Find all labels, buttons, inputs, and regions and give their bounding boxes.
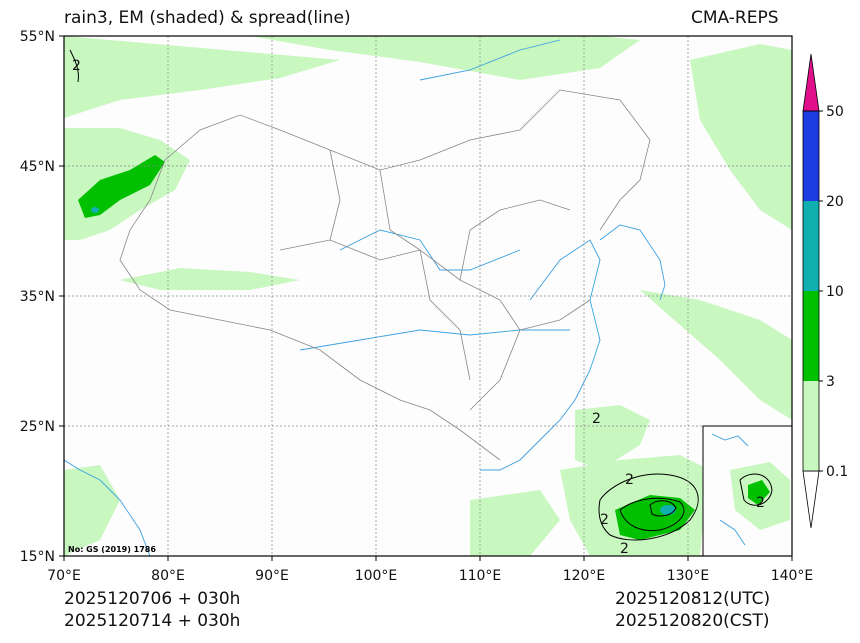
spread-contour <box>598 473 699 541</box>
valid-time-block: 2025120812(UTC) 2025120820(CST) <box>615 588 770 632</box>
contour-label: 2 <box>72 58 81 74</box>
contour-label: 2 <box>600 512 609 528</box>
lon-label: 70°E <box>47 568 81 584</box>
gridlines <box>64 36 792 556</box>
inset-moderate <box>748 480 770 505</box>
lat-label: 25°N <box>20 419 55 435</box>
model-name: CMA-REPS <box>691 8 779 28</box>
lon-label: 130°E <box>667 568 710 584</box>
lat-label: 55°N <box>20 29 55 45</box>
colorbar-label: 0.1 <box>826 464 848 480</box>
contour-label: 2 <box>756 495 765 511</box>
lon-label: 120°E <box>563 568 606 584</box>
precip-area-central-band <box>120 268 300 290</box>
coastline-east-china <box>480 239 601 471</box>
province-border <box>329 149 471 381</box>
spread-contour <box>649 500 677 517</box>
colorbar-label: 50 <box>826 104 844 120</box>
lat-label: 15°N <box>20 549 55 565</box>
colorbar-segment <box>803 381 819 471</box>
contour-labels: 2 2 2 2 2 2 <box>72 58 765 557</box>
admin-borders <box>119 89 651 461</box>
lon-label: 140°E <box>771 568 814 584</box>
colorbar: 0.1 3 10 20 50 <box>802 53 848 529</box>
precip-area-northeast <box>690 44 792 230</box>
precip-area-north <box>64 36 640 118</box>
lat-labels: 55°N 45°N 35°N 25°N 15°N <box>20 29 55 565</box>
precip-moderate-northwest <box>78 155 165 218</box>
inset-contour <box>739 473 773 506</box>
colorbar-label: 20 <box>826 194 844 210</box>
precip-light-areas <box>64 36 792 556</box>
lat-label: 45°N <box>20 159 55 175</box>
river-yangtze <box>299 329 570 351</box>
tick-marks <box>59 35 793 561</box>
lon-label: 80°E <box>151 568 185 584</box>
colorbar-segment <box>803 54 819 111</box>
lon-label: 90°E <box>255 568 289 584</box>
init-time-cst: 2025120714 + 030h <box>64 611 241 631</box>
coastline-korea-bohai <box>599 224 666 301</box>
river-amur <box>419 39 561 81</box>
valid-time-cst: 2025120820(CST) <box>615 611 770 631</box>
colorbar-segment <box>803 201 819 291</box>
contour-label: 2 <box>592 411 601 427</box>
colorbar-segment <box>802 470 820 529</box>
precip-heavy-northwest <box>91 207 99 213</box>
init-time-block: 2025120706 + 030h 2025120714 + 030h <box>64 588 240 632</box>
province-border <box>459 199 591 331</box>
precip-heavy-southeast <box>660 505 676 515</box>
init-time-utc: 2025120706 + 030h <box>64 589 241 609</box>
valid-time-utc: 2025120812(UTC) <box>615 589 771 609</box>
colorbar-segment <box>803 291 819 381</box>
inset-map <box>702 425 793 557</box>
lon-labels: 70°E 80°E 90°E 100°E 110°E 120°E 130°E 1… <box>47 568 813 584</box>
country-border <box>119 159 501 461</box>
inset-coastline <box>711 433 749 546</box>
colorbar-segment <box>803 111 819 201</box>
country-border <box>164 89 651 231</box>
colorbar-label: 3 <box>826 374 835 390</box>
precip-area-taiwan <box>575 405 650 470</box>
contour-label: 2 <box>620 541 629 557</box>
spread-contour <box>69 49 79 83</box>
chart-title: rain3, EM (shaded) & spread(line) <box>64 8 351 28</box>
precip-area-south-coast <box>470 490 560 556</box>
spread-contour <box>619 497 685 532</box>
colorbar-label: 10 <box>826 284 844 300</box>
lon-label: 100°E <box>355 568 398 584</box>
map-approval-note: No: GS (2019) 1786 <box>68 545 156 554</box>
river-yellow <box>339 229 521 271</box>
contour-label: 2 <box>625 472 634 488</box>
precip-area-east <box>640 290 792 420</box>
coastline-india <box>63 459 151 557</box>
lon-label: 110°E <box>459 568 502 584</box>
lat-label: 35°N <box>20 289 55 305</box>
precip-area-southwest <box>64 465 120 556</box>
